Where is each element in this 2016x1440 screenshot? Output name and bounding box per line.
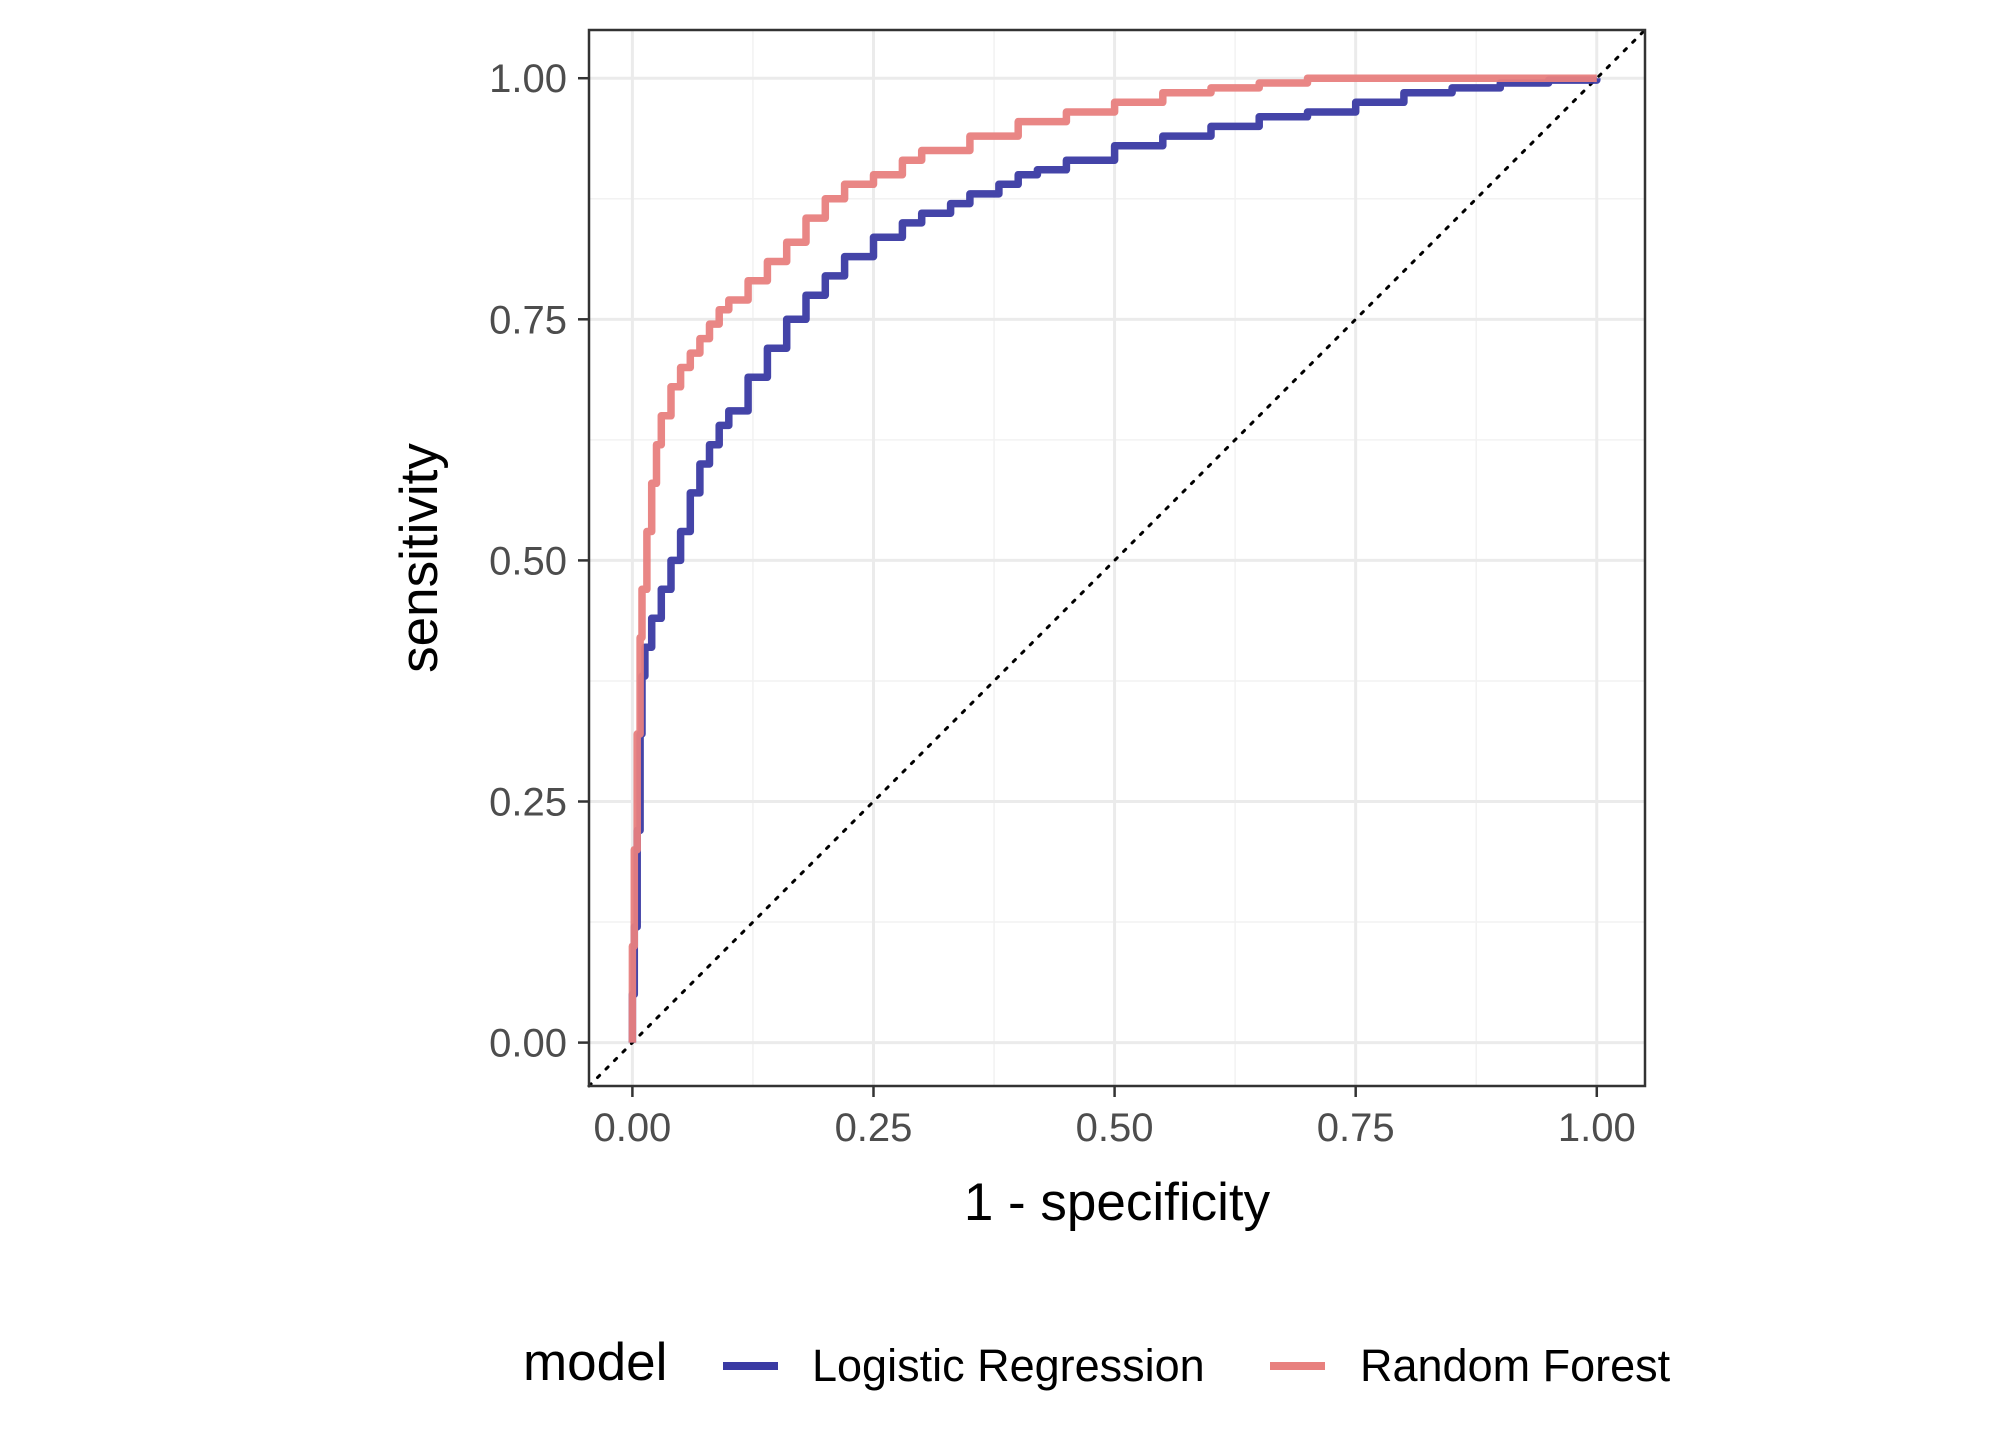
y-axis-title: sensitivity (390, 443, 449, 673)
y-tick-label: 0.75 (489, 298, 567, 342)
x-tick-label: 0.75 (1317, 1106, 1395, 1150)
grid-major (589, 30, 1645, 1086)
y-tick-label: 0.00 (489, 1022, 567, 1066)
reference-diagonal-line (587, 28, 1647, 1088)
y-tick-label: 1.00 (489, 57, 567, 101)
panel-border (587, 28, 1647, 1088)
series-line-logistic-regression (628, 76, 1601, 1043)
x-tick-label: 0.00 (593, 1106, 671, 1150)
x-tick-label: 0.25 (835, 1106, 913, 1150)
x-tick-label: 1.00 (1558, 1106, 1636, 1150)
legend-title: model (523, 1333, 667, 1392)
legend: model Logistic Regression Random Forest (523, 1333, 1671, 1392)
y-tick-label: 0.25 (489, 781, 567, 825)
legend-label-logistic-regression: Logistic Regression (812, 1340, 1205, 1391)
y-tick-label: 0.50 (489, 539, 567, 583)
y-axis: 0.00 0.25 0.50 0.75 1.00 (489, 57, 589, 1066)
series-layer (628, 74, 1601, 1043)
x-axis-title: 1 - specificity (964, 1173, 1271, 1232)
legend-label-random-forest: Random Forest (1360, 1340, 1671, 1391)
grid-minor (589, 30, 1645, 1086)
x-tick-label: 0.50 (1076, 1106, 1154, 1150)
x-axis: 0.00 0.25 0.50 0.75 1.00 (593, 1086, 1636, 1150)
series-line-random-forest (628, 74, 1597, 1043)
